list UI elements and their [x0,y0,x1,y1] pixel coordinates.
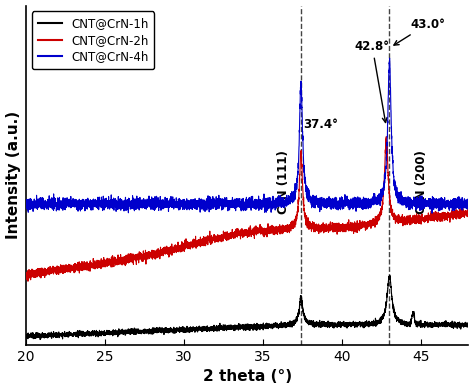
Line: CNT@CrN-1h: CNT@CrN-1h [26,275,468,340]
CNT@CrN-4h [192,197,198,201]
CNT@CrN-1h [104,331,109,335]
CNT@CrN-2h [311,223,317,228]
CNT@CrN-2h [383,135,389,139]
CNT@CrN-1h [289,319,294,324]
CNT@CrN-1h [311,324,317,329]
Text: CrN (200): CrN (200) [415,150,428,214]
CNT@CrN-4h [104,204,109,209]
CNT@CrN-1h [387,276,393,281]
CNT@CrN-2h [289,223,294,227]
Legend: CNT@CrN-1h, CNT@CrN-2h, CNT@CrN-4h: CNT@CrN-1h, CNT@CrN-2h, CNT@CrN-4h [32,11,154,69]
CNT@CrN-2h [465,210,471,215]
Y-axis label: Intensity (a.u.): Intensity (a.u.) [6,111,20,239]
CNT@CrN-4h [387,56,392,60]
Text: CrN (111): CrN (111) [277,150,290,214]
CNT@CrN-2h [387,198,393,202]
Line: CNT@CrN-4h: CNT@CrN-4h [26,58,468,213]
CNT@CrN-1h [354,323,359,328]
CNT@CrN-1h [23,332,29,337]
CNT@CrN-4h [465,200,471,204]
CNT@CrN-4h [387,63,393,67]
CNT@CrN-2h [104,262,109,266]
Text: 42.8°: 42.8° [355,40,390,122]
X-axis label: 2 theta (°): 2 theta (°) [203,369,292,385]
CNT@CrN-4h [429,211,435,216]
Text: 37.4°: 37.4° [303,118,338,131]
Line: CNT@CrN-2h: CNT@CrN-2h [26,137,468,281]
CNT@CrN-1h [387,273,393,278]
Text: 43.0°: 43.0° [394,18,445,45]
CNT@CrN-4h [23,205,29,210]
CNT@CrN-4h [353,199,359,204]
CNT@CrN-4h [311,195,317,200]
CNT@CrN-2h [23,270,29,275]
CNT@CrN-1h [192,329,198,334]
CNT@CrN-4h [289,196,294,200]
CNT@CrN-1h [37,337,43,342]
CNT@CrN-2h [354,223,359,228]
CNT@CrN-2h [25,279,31,284]
CNT@CrN-1h [465,321,471,326]
CNT@CrN-2h [192,243,198,248]
